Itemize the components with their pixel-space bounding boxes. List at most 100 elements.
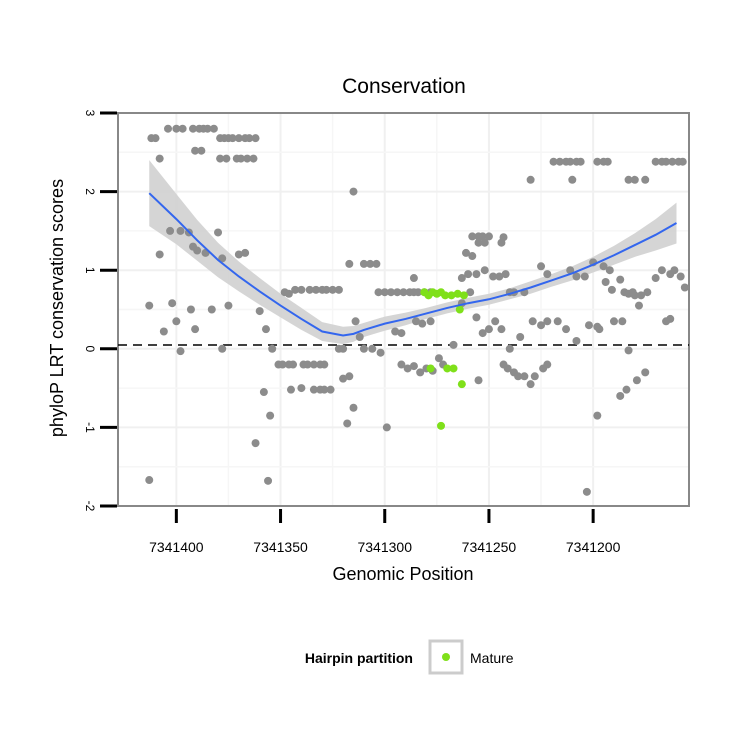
conservation-point	[243, 154, 252, 163]
mature-point	[443, 364, 452, 373]
conservation-point	[155, 154, 164, 163]
conservation-point	[359, 259, 368, 268]
y-tick-label: -1	[83, 422, 97, 433]
conservation-point	[349, 403, 358, 412]
conservation-point	[414, 288, 423, 297]
conservation-point	[478, 232, 487, 241]
conservation-point	[599, 262, 608, 271]
conservation-point	[643, 288, 652, 297]
conservation-point	[168, 299, 177, 308]
conservation-point	[609, 317, 618, 326]
conservation-point	[580, 272, 589, 281]
conservation-point	[359, 344, 368, 353]
chart-title: Conservation	[342, 75, 466, 98]
conservation-point	[678, 157, 687, 166]
legend: Hairpin partition Mature	[305, 639, 514, 675]
legend-key-mature-marker	[442, 653, 450, 661]
conservation-point	[676, 272, 685, 281]
confidence-band	[149, 160, 677, 345]
conservation-point	[595, 325, 604, 334]
conservation-point	[309, 360, 318, 369]
mature-point	[453, 289, 462, 298]
conservation-point	[286, 385, 295, 394]
conservation-point	[662, 157, 671, 166]
conservation-point	[193, 246, 202, 255]
conservation-point	[172, 317, 181, 326]
conservation-point	[172, 124, 181, 133]
conservation-point	[234, 134, 243, 143]
conservation-point	[584, 321, 593, 330]
conservation-point	[255, 307, 264, 316]
conservation-point	[228, 134, 237, 143]
conservation-point	[530, 372, 539, 381]
conservation-point	[601, 277, 610, 286]
conservation-point	[374, 288, 383, 297]
conservation-point	[382, 423, 391, 432]
conservation-point	[501, 270, 510, 279]
conservation-point	[376, 348, 385, 357]
conservation-point	[662, 317, 671, 326]
y-tick-label: 0	[83, 345, 97, 352]
conservation-point	[409, 274, 418, 283]
conservation-point	[616, 391, 625, 400]
conservation-point	[630, 291, 639, 300]
conservation-point	[236, 154, 245, 163]
conservation-point	[305, 285, 314, 294]
conservation-point	[497, 325, 506, 334]
conservation-point	[209, 124, 218, 133]
conservation-point	[426, 317, 435, 326]
conservation-point	[303, 360, 312, 369]
y-tick-label: 3	[83, 110, 97, 117]
conservation-point	[311, 285, 320, 294]
conservation-point	[603, 157, 612, 166]
conservation-point	[478, 329, 487, 338]
conservation-point	[472, 270, 481, 279]
conservation-point	[572, 336, 581, 345]
conservation-point	[297, 384, 306, 393]
conservation-point	[457, 274, 466, 283]
conservation-point	[514, 372, 523, 381]
x-tick-label: 7341350	[253, 539, 308, 555]
conservation-point	[166, 226, 175, 235]
conservation-point	[474, 376, 483, 385]
conservation-point	[345, 259, 354, 268]
conservation-point	[145, 476, 154, 485]
x-tick-label: 7341400	[149, 539, 204, 555]
conservation-point	[680, 283, 689, 292]
conservation-point	[528, 317, 537, 326]
conservation-point	[499, 233, 508, 242]
conservation-point	[607, 285, 616, 294]
conservation-point	[368, 344, 377, 353]
conservation-point	[207, 305, 216, 314]
conservation-point	[189, 124, 198, 133]
conservation-point	[214, 228, 223, 237]
conservation-point	[178, 124, 187, 133]
conservation-point	[491, 317, 500, 326]
conservation-point	[278, 360, 287, 369]
conservation-point	[334, 285, 343, 294]
conservation-point	[320, 385, 329, 394]
conservation-point	[397, 329, 406, 338]
conservation-point	[289, 360, 298, 369]
conservation-point	[566, 266, 575, 275]
confidence-band-layer	[149, 160, 677, 345]
x-axis-label: Genomic Position	[332, 564, 473, 584]
conservation-point	[386, 288, 395, 297]
conservation-point	[572, 272, 581, 281]
conservation-point	[505, 344, 514, 353]
conservation-point	[339, 374, 348, 383]
conservation-point	[630, 175, 639, 184]
conservation-point	[526, 380, 535, 389]
conservation-point	[418, 319, 427, 328]
conservation-point	[549, 157, 558, 166]
mature-point	[441, 291, 450, 300]
conservation-point	[391, 327, 400, 336]
conservation-point	[349, 187, 358, 196]
conservation-point	[326, 385, 335, 394]
conservation-point	[480, 266, 489, 275]
conservation-point	[151, 134, 160, 143]
conservation-point	[489, 272, 498, 281]
conservation-point	[434, 354, 443, 363]
mature-point	[447, 291, 456, 300]
conservation-point	[449, 340, 458, 349]
